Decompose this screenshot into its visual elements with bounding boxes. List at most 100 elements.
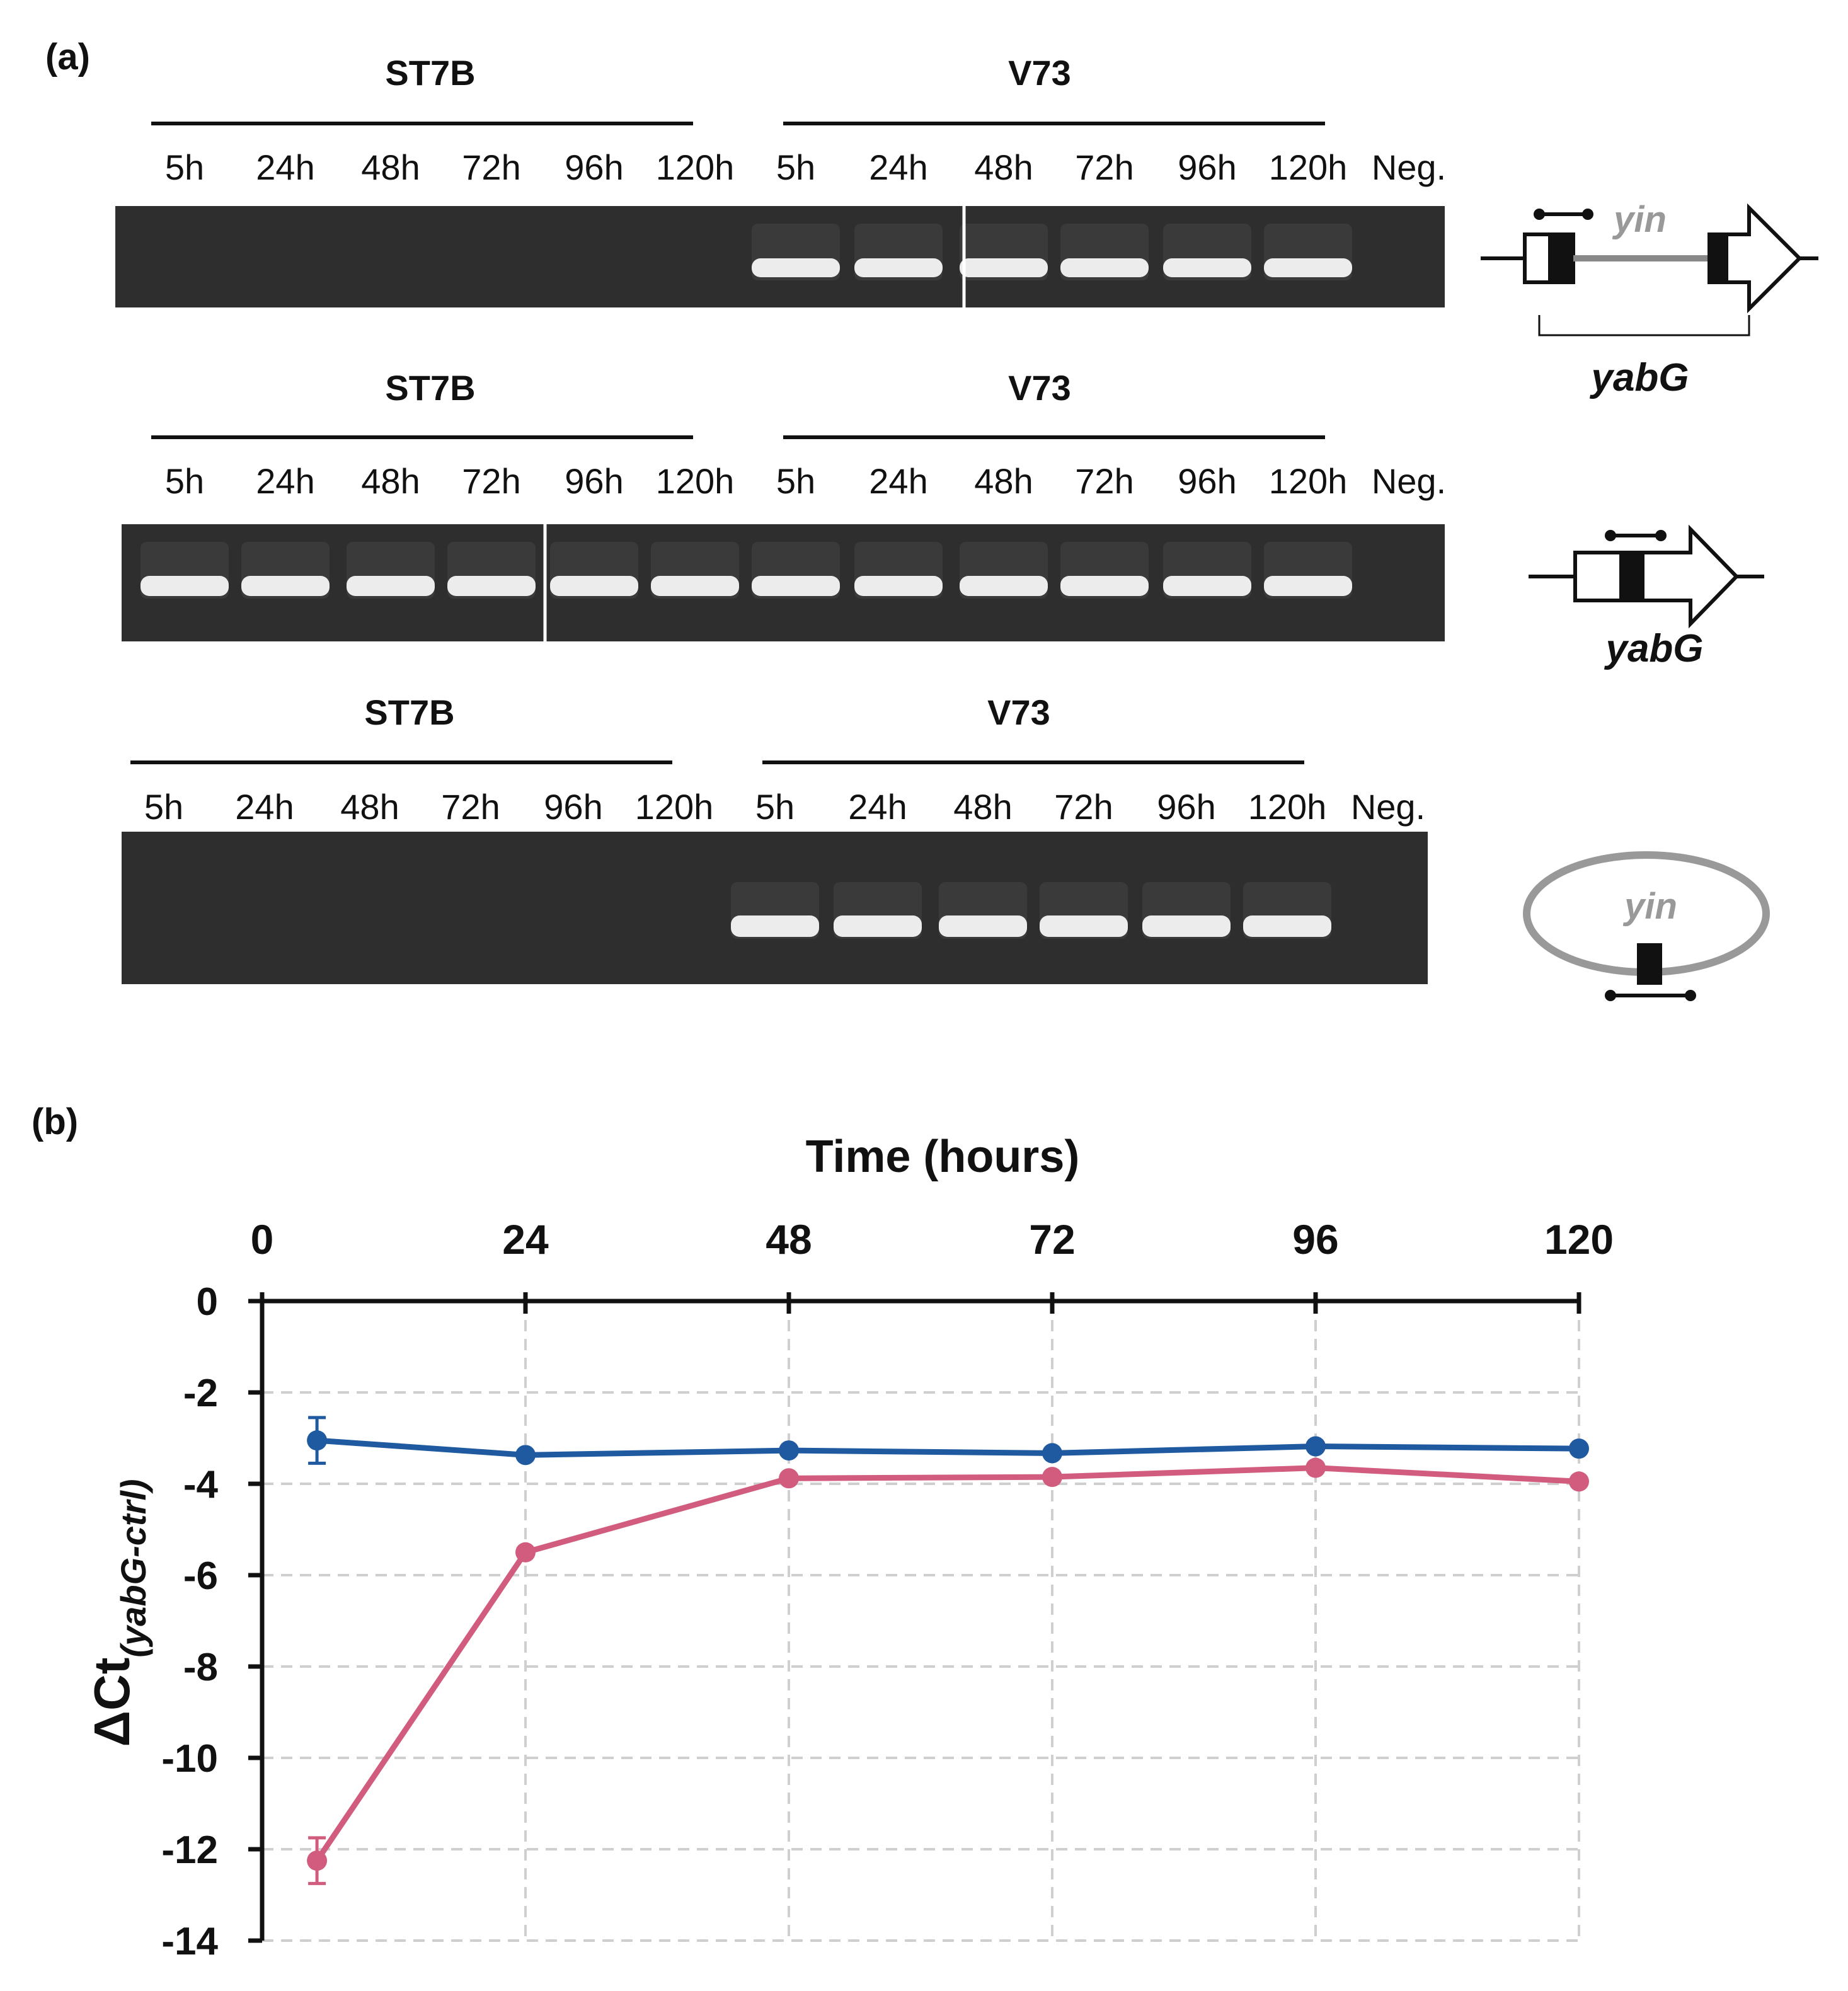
gel-band <box>1060 576 1149 596</box>
gel-band <box>1264 258 1352 277</box>
data-point <box>779 1440 799 1461</box>
schematic-yabG-intact: yabG <box>1529 524 1764 670</box>
y-axis-title-subscript: (yabG-ctrl) <box>113 1479 153 1657</box>
y-tick-label: -8 <box>183 1646 218 1689</box>
data-point <box>307 1850 328 1871</box>
data-point <box>1042 1467 1062 1488</box>
lane-label: 48h <box>974 147 1033 187</box>
gel-band <box>960 258 1048 277</box>
primer-site-block <box>1619 553 1644 600</box>
data-point <box>1042 1443 1062 1464</box>
y-tick-label: -2 <box>183 1372 218 1415</box>
gel-1: ST7B V73 5h 24h 48h 72h 96h 120h 5h 24h 48h 72h 96h 1… <box>115 53 1446 307</box>
y-tick-label: -14 <box>161 1920 218 1963</box>
yabG-arrow-icon <box>1573 524 1740 629</box>
lane-label: 72h <box>462 461 520 501</box>
y-tick-label: -4 <box>183 1463 219 1506</box>
primer-dot <box>1605 990 1616 1001</box>
lane-label: 48h <box>361 147 420 187</box>
line-chart: 0 24 48 72 96 120 0 -2 -4 -6 -8 -10 -12 -14 Time (hour… <box>84 1132 1614 1963</box>
data-point <box>1306 1457 1326 1478</box>
data-point <box>1569 1438 1589 1459</box>
lane-label: 120h <box>1269 147 1348 187</box>
gel-2: ST7B V73 5h 24h 48h 72h 96h 120h 5h 24h 48h 72h 96h 1… <box>122 368 1446 641</box>
lane-label: Neg. <box>1351 787 1425 827</box>
data-point <box>307 1430 328 1451</box>
group-label-st7b: ST7B <box>385 53 475 93</box>
y-tick-label: -12 <box>161 1828 218 1872</box>
gel-band <box>854 258 943 277</box>
lane-label: 24h <box>869 147 927 187</box>
gel-band <box>1142 915 1231 937</box>
x-axis-title: Time (hours) <box>806 1132 1080 1182</box>
x-tick-label: 72 <box>1029 1216 1075 1263</box>
schematic-yin-circle: yin <box>1523 851 1770 1001</box>
x-tick-label: 96 <box>1292 1216 1338 1263</box>
data-point <box>1569 1471 1589 1492</box>
lane-label: 72h <box>1075 461 1133 501</box>
gel-band <box>939 915 1027 937</box>
series-1 <box>307 1416 1589 1466</box>
gel-band <box>752 258 840 277</box>
gel-band <box>241 576 330 596</box>
group-label-st7b: ST7B <box>385 368 475 408</box>
lane-label: 72h <box>1054 787 1113 827</box>
gel-band <box>1040 915 1128 937</box>
gel-panel: ST7B V73 5h 24h 48h 72h 96h 120h 5h 24h 48h 72h 96h 1… <box>115 53 1446 984</box>
lane-label: 120h <box>656 147 735 187</box>
lane-label: 5h <box>776 461 815 501</box>
yabG-label: yabG <box>1589 356 1689 399</box>
lane-label: 5h <box>755 787 795 827</box>
group-label-st7b: ST7B <box>364 692 454 732</box>
lane-label: 5h <box>165 461 204 501</box>
data-point <box>515 1542 536 1563</box>
lane-label: 96h <box>565 461 623 501</box>
gel-band <box>1163 576 1251 596</box>
lane-label: 48h <box>974 461 1033 501</box>
x-tick-label: 48 <box>766 1216 812 1263</box>
data-point <box>1306 1436 1326 1457</box>
primer-dot <box>1534 209 1545 220</box>
lane-label: 48h <box>340 787 399 827</box>
group-label-v73: V73 <box>1008 368 1071 408</box>
x-tick-label: 24 <box>502 1216 549 1263</box>
lane-label: 24h <box>848 787 907 827</box>
primer-site-block <box>1709 234 1728 282</box>
lane-label: 48h <box>361 461 420 501</box>
lane-label: 72h <box>1075 147 1133 187</box>
primer-dot <box>1605 530 1616 541</box>
gel-band <box>447 576 536 596</box>
lane-label: 96h <box>1178 461 1236 501</box>
group-label-v73: V73 <box>987 692 1050 732</box>
group-label-v73: V73 <box>1008 53 1071 93</box>
yin-label: yin <box>1622 886 1677 927</box>
gene-schematics: yin yabG yabG yin <box>1481 199 1818 1001</box>
gel-3: ST7B V73 5h 24h 48h 72h 96h 120h 5h 24h 48h 72h 96h 1… <box>122 692 1428 984</box>
lane-label: 96h <box>1178 147 1236 187</box>
lane-label: 120h <box>656 461 735 501</box>
lane-label: 24h <box>256 461 314 501</box>
lane-label: 96h <box>565 147 623 187</box>
panel-a-label: (a) <box>45 37 90 77</box>
data-point <box>515 1445 536 1466</box>
gel-band <box>731 915 819 937</box>
gel-band <box>854 576 943 596</box>
lane-label: 96h <box>1157 787 1215 827</box>
yabG-bracket <box>1538 315 1750 336</box>
lane-label: 24h <box>869 461 927 501</box>
gel-band <box>141 576 229 596</box>
gel-band <box>347 576 435 596</box>
lane-label: Neg. <box>1372 147 1446 187</box>
series-2 <box>307 1457 1589 1885</box>
gel-band <box>1163 258 1251 277</box>
lane-label: 5h <box>776 147 815 187</box>
lane-label: Neg. <box>1372 461 1446 501</box>
gel-band <box>960 576 1048 596</box>
yin-label: yin <box>1612 199 1667 240</box>
lane-label: 24h <box>256 147 314 187</box>
lane-label: 5h <box>144 787 183 827</box>
primer-dot <box>1685 990 1696 1001</box>
lane-label: 48h <box>953 787 1012 827</box>
lane-label: 120h <box>1269 461 1348 501</box>
lane-label: 96h <box>544 787 602 827</box>
